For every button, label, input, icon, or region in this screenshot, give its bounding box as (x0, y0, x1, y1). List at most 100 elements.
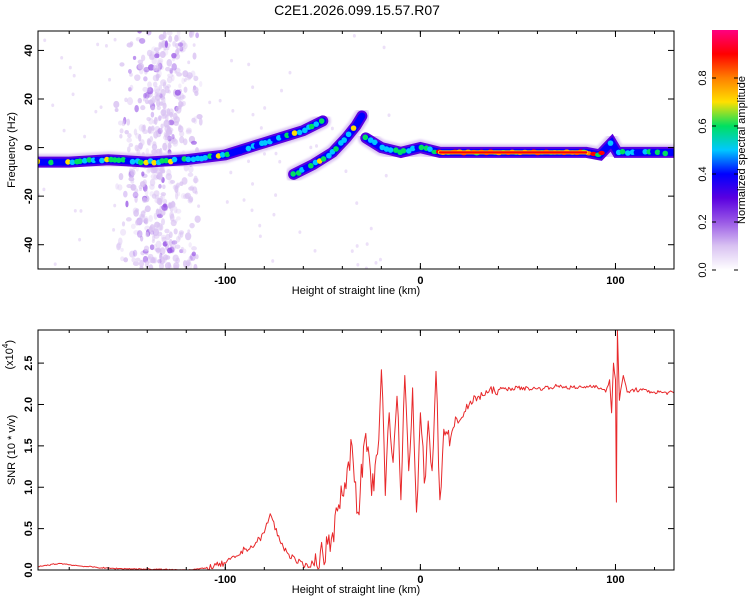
noise-speckle (133, 230, 140, 235)
noise-speckle (250, 208, 254, 213)
noise-speckle (118, 172, 124, 181)
track-blob (86, 157, 93, 163)
noise-speckle (183, 260, 187, 268)
snr-x-tick-label: 100 (606, 574, 624, 586)
noise-speckle (156, 99, 161, 107)
noise-speckle (188, 196, 194, 203)
noise-speckle (208, 100, 212, 105)
noise-speckle (150, 125, 155, 131)
noise-speckle (136, 230, 143, 238)
noise-speckle (192, 86, 199, 94)
track-blob (290, 171, 296, 177)
noise-speckle (193, 75, 199, 82)
track-blob (60, 160, 66, 166)
track-blob (296, 129, 303, 136)
noise-speckle (120, 247, 124, 252)
noise-speckle (128, 87, 132, 92)
track-blob (362, 134, 369, 141)
noise-speckle (180, 47, 187, 52)
noise-speckle (137, 31, 142, 34)
noise-speckle (166, 76, 173, 84)
noise-speckle (128, 142, 134, 148)
noise-speckle (132, 261, 140, 267)
track-blob (598, 150, 605, 156)
noise-speckle (355, 244, 359, 248)
noise-speckle (127, 69, 132, 74)
track-blob (379, 144, 386, 151)
noise-speckle (134, 144, 139, 152)
noise-speckle (179, 48, 185, 53)
noise-speckle (167, 201, 174, 209)
noise-speckle (150, 106, 156, 111)
noise-speckle (155, 73, 160, 82)
noise-speckle (139, 37, 146, 44)
noise-speckle (186, 127, 192, 133)
noise-speckle (382, 45, 386, 50)
noise-speckle (189, 185, 195, 191)
track-blob (115, 157, 122, 164)
noise-speckle (190, 140, 197, 145)
noise-speckle (272, 212, 276, 217)
noise-speckle (364, 266, 368, 269)
noise-speckle (164, 137, 169, 144)
noise-speckle (180, 246, 184, 251)
noise-speckle (185, 232, 192, 241)
noise-speckle (167, 89, 171, 94)
noise-speckle (178, 83, 182, 89)
noise-speckle (174, 185, 179, 194)
noise-speckle (126, 184, 133, 189)
noise-speckle (113, 100, 120, 109)
noise-speckle (178, 124, 182, 131)
noise-speckle (274, 193, 278, 197)
noise-speckle (188, 255, 193, 262)
track-blob (607, 140, 614, 146)
spectrogram-x-ticks: -100 0 100 (68, 31, 655, 287)
track-blob (185, 156, 192, 163)
colorbar: 0.0 0.2 0.4 0.6 0.8 Normalized spectral ampl… (697, 30, 748, 278)
noise-speckle (139, 259, 145, 268)
noise-speckle (180, 192, 187, 200)
noise-speckle (194, 190, 198, 195)
noise-speckle (167, 73, 174, 78)
noise-speckle (161, 257, 167, 264)
noise-speckle (168, 264, 173, 269)
noise-speckle (159, 224, 164, 231)
noise-speckle (162, 142, 168, 151)
track-blob (393, 147, 399, 153)
noise-speckle (168, 119, 175, 126)
noise-speckle (79, 209, 83, 213)
noise-speckle (172, 112, 178, 121)
noise-speckle (148, 117, 154, 125)
colorbar-tick-label: 0.8 (697, 70, 709, 85)
track-blob (120, 156, 127, 163)
noise-speckle (170, 219, 177, 227)
colorbar-tick-label: 0.4 (697, 166, 709, 181)
noise-speckle (123, 257, 129, 263)
noise-speckle (147, 126, 152, 134)
noise-speckle (173, 262, 180, 269)
track-blob (662, 150, 669, 157)
noise-speckle (155, 247, 162, 253)
noise-speckle (160, 209, 166, 216)
track-blob (308, 162, 314, 169)
noise-speckle (127, 133, 132, 138)
track-blob (171, 156, 178, 163)
noise-speckle (352, 34, 356, 38)
track-blob (65, 159, 71, 165)
track-blob (151, 159, 157, 166)
noise-speckle (315, 144, 319, 148)
noise-speckle (251, 85, 255, 89)
noise-speckle (114, 107, 119, 113)
noise-speckle (130, 169, 136, 176)
noise-speckle (125, 217, 132, 222)
noise-speckle (132, 249, 138, 257)
noise-speckle (125, 200, 129, 208)
noise-speckle (157, 62, 163, 70)
noise-speckle (173, 228, 178, 235)
noise-speckle (151, 226, 158, 234)
noise-speckle (132, 55, 137, 60)
noise-speckle (113, 203, 117, 208)
noise-speckle (172, 137, 176, 142)
noise-speckle (187, 172, 194, 177)
